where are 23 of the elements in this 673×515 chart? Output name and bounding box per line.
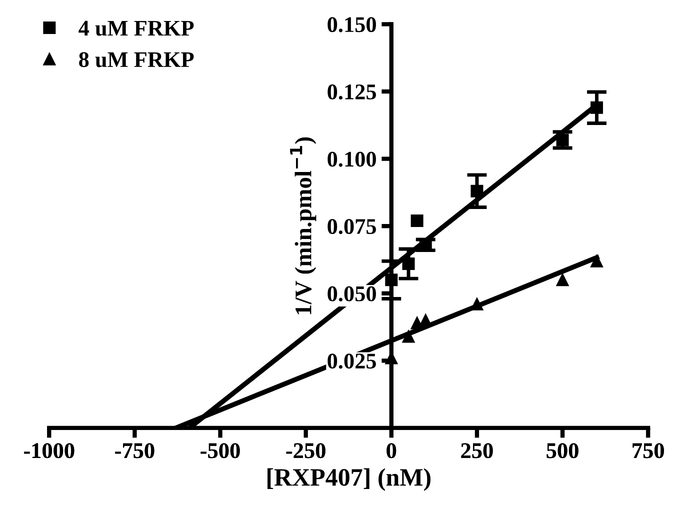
point: [556, 274, 569, 286]
x-tick-label: -500: [200, 443, 240, 458]
x-tick-label: -750: [115, 443, 154, 458]
y-tick-label: 0.100: [328, 152, 376, 167]
point: [590, 254, 604, 268]
x-tick-label: 250: [461, 443, 493, 458]
point: [419, 314, 432, 327]
y-tick-label: 0.150: [328, 17, 376, 32]
x-tick-label: 750: [632, 443, 664, 458]
y-tick-label: 0.025: [328, 354, 376, 369]
y-axis-title: 1/V (min.pmol$^{−1}$): [290, 137, 316, 314]
legend-label: 8 uM FRKP: [79, 52, 194, 68]
point: [410, 214, 424, 227]
y-tick-label: 0.125: [328, 84, 376, 100]
x-tick-label: -250: [286, 443, 326, 458]
x-axis-title: [RXP407] (nM): [268, 468, 430, 491]
x-tick-label: 500: [546, 443, 578, 458]
legend-label: 4 uM FRKP: [78, 20, 194, 36]
x-tick-label: -1000: [24, 443, 74, 458]
x-tick-label: 0: [386, 443, 396, 458]
point: [402, 330, 415, 343]
y-tick-label: 0.050: [328, 286, 376, 302]
y-tick-label: 0.075: [328, 219, 376, 234]
